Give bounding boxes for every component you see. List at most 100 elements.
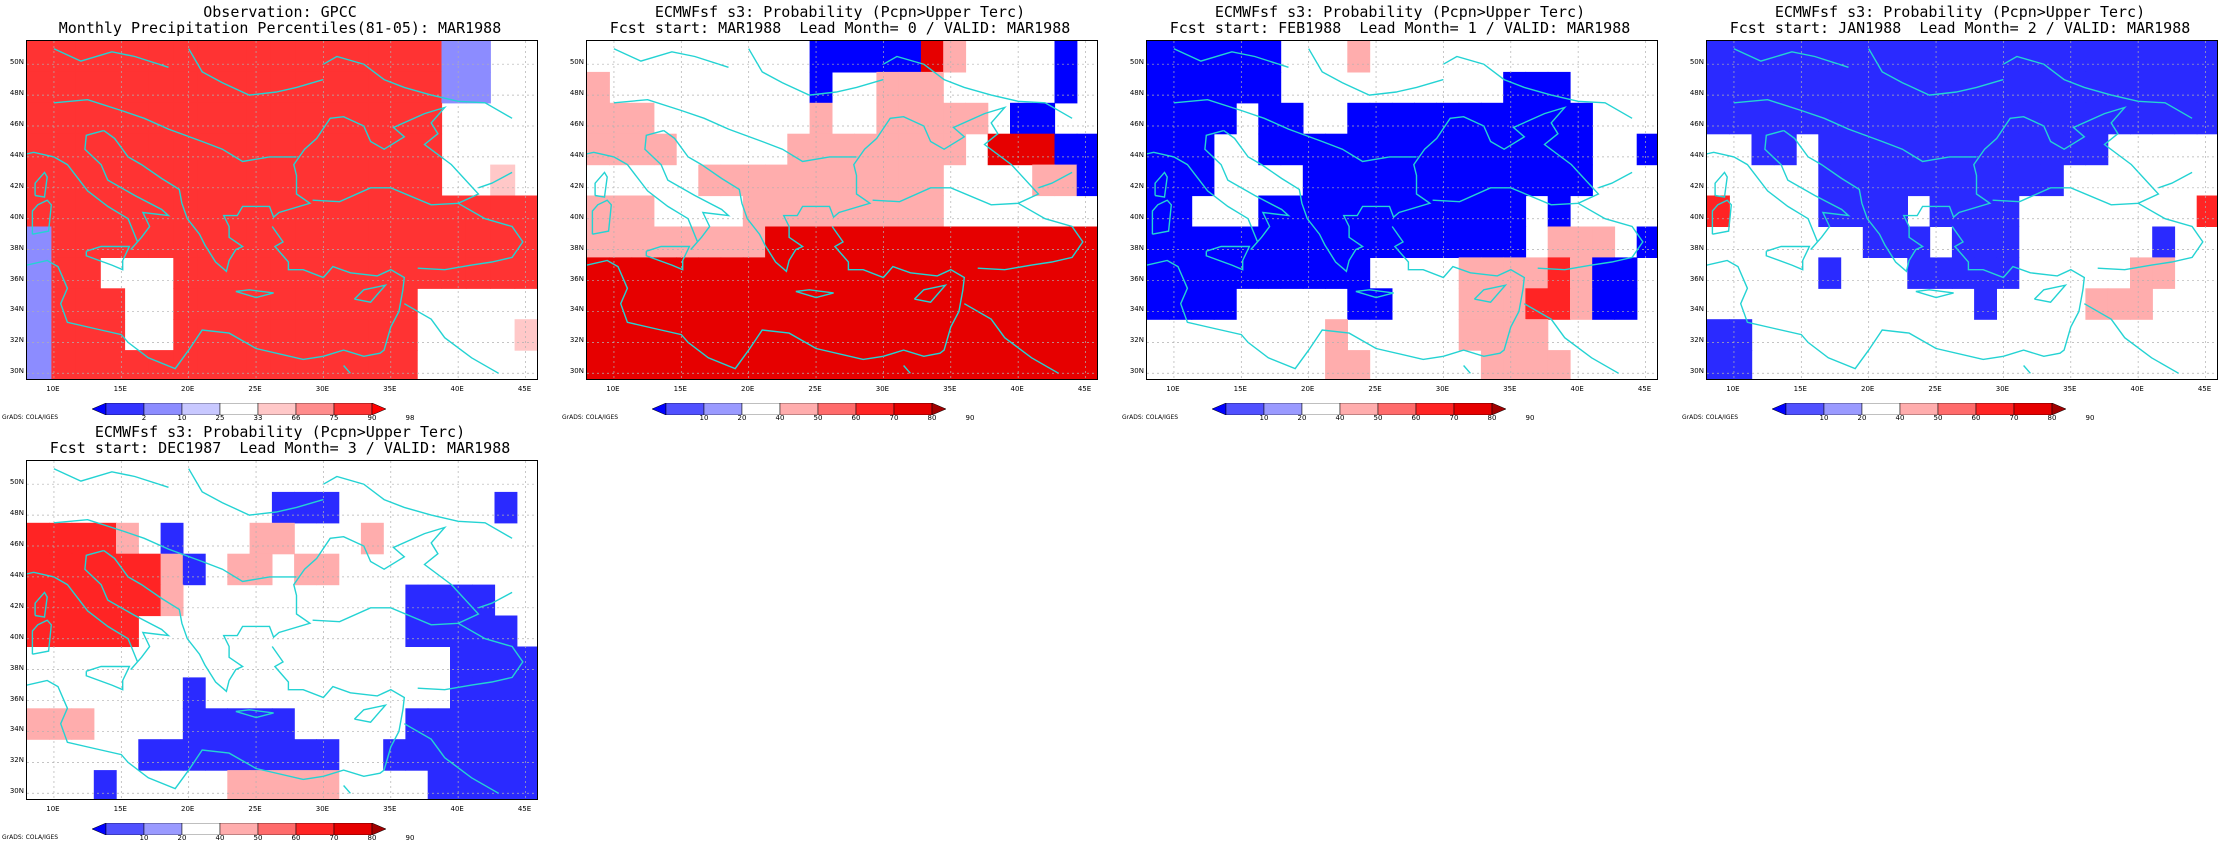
grid-cell [1907, 102, 1931, 135]
coastline [1714, 171, 1728, 198]
grid-cell [987, 257, 1011, 289]
grid-cell [676, 319, 699, 351]
grid-cell [494, 646, 518, 678]
grid-cell [49, 522, 73, 555]
grid-cell [1929, 41, 1953, 73]
grid-cell [75, 350, 101, 379]
colorbar-segment [1975, 402, 2015, 416]
grid-cell [1010, 257, 1033, 289]
grid-cell [1369, 102, 1393, 135]
colorbar-segment [1899, 402, 1939, 416]
grid-cell [270, 41, 296, 73]
grid-cell [920, 41, 944, 73]
colorbar-segment [665, 402, 705, 416]
map-area [586, 40, 1098, 380]
grid-cell [1885, 41, 1908, 73]
grid-cell [1436, 102, 1460, 135]
grid-cell [854, 350, 877, 379]
colorbar-label: 40 [1335, 414, 1345, 422]
grid-cell [653, 319, 677, 351]
grid-cell [676, 350, 699, 379]
coastline [1915, 289, 1954, 299]
grid-cell [450, 708, 473, 740]
grid-cell [742, 319, 766, 351]
grid-cell [465, 226, 491, 258]
grid-cell [1147, 71, 1170, 104]
grid-cell [1169, 195, 1193, 227]
grid-cell [1751, 102, 1775, 135]
coastline [27, 129, 171, 251]
grid-cell [222, 195, 247, 227]
grid-cell [1862, 71, 1886, 104]
grid-cell [441, 41, 467, 73]
latitude-label: 30N [1689, 367, 1704, 376]
coastline [587, 226, 966, 370]
grid-cell [898, 71, 922, 104]
grid-cell [1258, 226, 1282, 258]
grid-cell [876, 71, 900, 104]
grid-cell [609, 319, 633, 351]
grid-cell [1258, 133, 1282, 166]
grid-cell [609, 350, 633, 379]
grid-cell [197, 102, 223, 135]
coastline [1173, 48, 1289, 68]
coastline [27, 226, 406, 370]
grid-cell [173, 288, 199, 320]
grid-cell [1818, 164, 1842, 197]
grid-cell [1414, 133, 1437, 166]
grid-cell [2018, 133, 2042, 166]
grid-cell [316, 739, 340, 771]
grid-cell [965, 257, 989, 289]
grid-cell [197, 257, 223, 289]
grid-cell [876, 350, 900, 379]
grid-cell [246, 71, 272, 104]
grid-cell [148, 350, 174, 379]
grid-cell [1076, 350, 1097, 379]
grid-cell [920, 350, 944, 379]
latitude-label: 32N [1129, 336, 1144, 345]
colorbar-label: 80 [2047, 414, 2057, 422]
grid-cell [316, 770, 340, 799]
longitude-label: 10E [1166, 385, 1180, 393]
grid-cell [765, 288, 788, 320]
grid-cell [197, 319, 223, 351]
grid-cell [2152, 41, 2176, 73]
colorbar-segment [181, 402, 221, 416]
grid-cell [653, 133, 677, 166]
grid-cell [75, 226, 101, 258]
grid-cell [316, 491, 340, 524]
coastline [235, 289, 274, 299]
grid-cell [1503, 164, 1527, 197]
grid-cell [1010, 226, 1033, 258]
colorbar-label: 2 [141, 414, 147, 422]
grid-cell [124, 71, 150, 104]
grid-cell [1325, 226, 1348, 258]
grid-cell [494, 491, 518, 524]
grid-cell [51, 319, 77, 351]
grid-cell [1885, 195, 1908, 227]
grid-cell [1862, 195, 1886, 227]
grid-cell [1840, 102, 1864, 135]
coastline [353, 284, 388, 303]
grid-cell [270, 164, 296, 197]
coastline [594, 171, 608, 198]
colorbar-label: 10 [1819, 414, 1829, 422]
coastline [34, 171, 48, 198]
colorbar-label: 50 [1933, 414, 1943, 422]
grid-cell [1503, 319, 1527, 351]
map-title: Observation: GPCC [203, 3, 357, 21]
grid-cell [222, 164, 247, 197]
grid-cell [51, 164, 77, 197]
longitude-label: 30E [1995, 385, 2010, 393]
grid-cell [1480, 102, 1504, 135]
grid-cell [417, 164, 443, 197]
grid-cell [75, 319, 101, 351]
grid-cell [1525, 257, 1549, 289]
grid-cell [1751, 71, 1775, 104]
grid-cell [368, 195, 394, 227]
coastline [343, 785, 351, 794]
colorbar [91, 400, 387, 416]
grid-cell [898, 41, 922, 73]
grid-cell [1570, 164, 1593, 197]
coastline [2033, 284, 2068, 303]
